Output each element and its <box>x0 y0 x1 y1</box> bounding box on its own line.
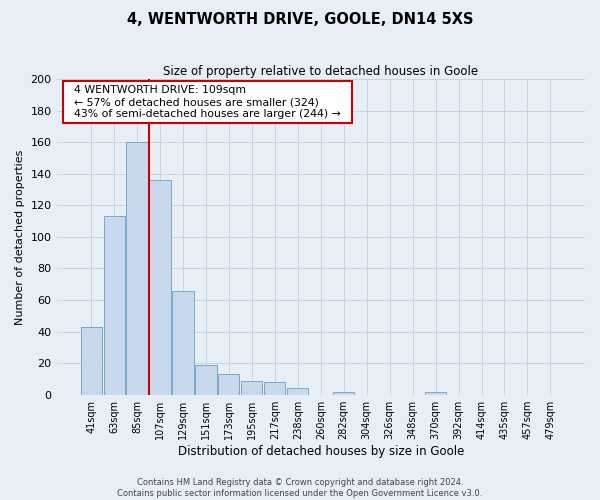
Y-axis label: Number of detached properties: Number of detached properties <box>15 149 25 324</box>
Text: Contains HM Land Registry data © Crown copyright and database right 2024.
Contai: Contains HM Land Registry data © Crown c… <box>118 478 482 498</box>
Bar <box>104 216 125 394</box>
Bar <box>218 374 239 394</box>
Bar <box>172 290 194 395</box>
X-axis label: Distribution of detached houses by size in Goole: Distribution of detached houses by size … <box>178 444 464 458</box>
Bar <box>333 392 354 394</box>
Bar <box>287 388 308 394</box>
Text: 4, WENTWORTH DRIVE, GOOLE, DN14 5XS: 4, WENTWORTH DRIVE, GOOLE, DN14 5XS <box>127 12 473 28</box>
Bar <box>80 327 101 394</box>
Bar <box>149 180 170 394</box>
Bar <box>241 380 262 394</box>
Title: Size of property relative to detached houses in Goole: Size of property relative to detached ho… <box>163 65 478 78</box>
Bar <box>264 382 286 394</box>
Bar <box>425 392 446 394</box>
Text: 4 WENTWORTH DRIVE: 109sqm
  ← 57% of detached houses are smaller (324)
  43% of : 4 WENTWORTH DRIVE: 109sqm ← 57% of detac… <box>67 86 348 118</box>
Bar <box>196 364 217 394</box>
Bar <box>127 142 148 394</box>
